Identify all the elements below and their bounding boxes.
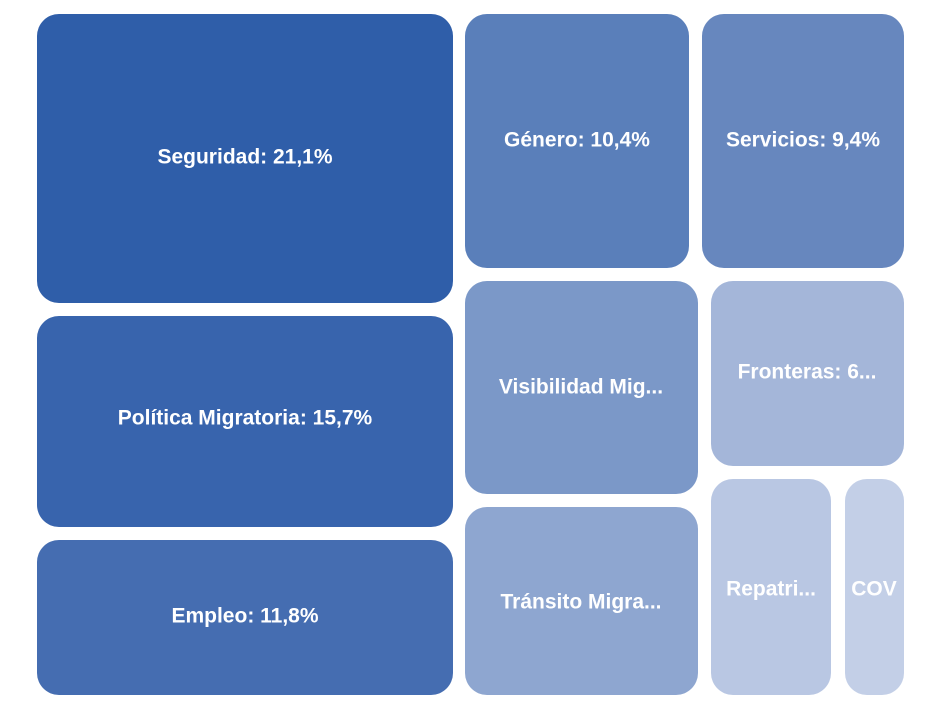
tile-fronteras[interactable] [711,281,904,466]
tile-label-genero: Género: 10,4% [504,129,650,152]
tile-servicios[interactable] [702,14,904,268]
tile-transito-migratorio[interactable] [465,507,698,695]
tile-label-empleo: Empleo: 11,8% [171,605,318,628]
tile-covid[interactable] [845,479,904,695]
tile-label-repatriacion: Repatri... [726,578,816,601]
tile-label-transito-migratorio: Tránsito Migra... [500,591,661,614]
tile-label-covid: COV [851,578,897,601]
tile-empleo[interactable] [37,540,453,695]
tile-politica-migratoria[interactable] [37,316,453,527]
tile-seguridad[interactable] [37,14,453,303]
tile-repatriacion[interactable] [711,479,831,695]
tile-visibilidad-migratoria[interactable] [465,281,698,494]
tile-label-servicios: Servicios: 9,4% [726,129,880,152]
tile-label-visibilidad-migratoria: Visibilidad Mig... [499,376,663,399]
tile-genero[interactable] [465,14,689,268]
tile-label-fronteras: Fronteras: 6... [738,361,877,384]
tile-label-seguridad: Seguridad: 21,1% [157,146,332,169]
tile-label-politica-migratoria: Política Migratoria: 15,7% [118,407,373,430]
